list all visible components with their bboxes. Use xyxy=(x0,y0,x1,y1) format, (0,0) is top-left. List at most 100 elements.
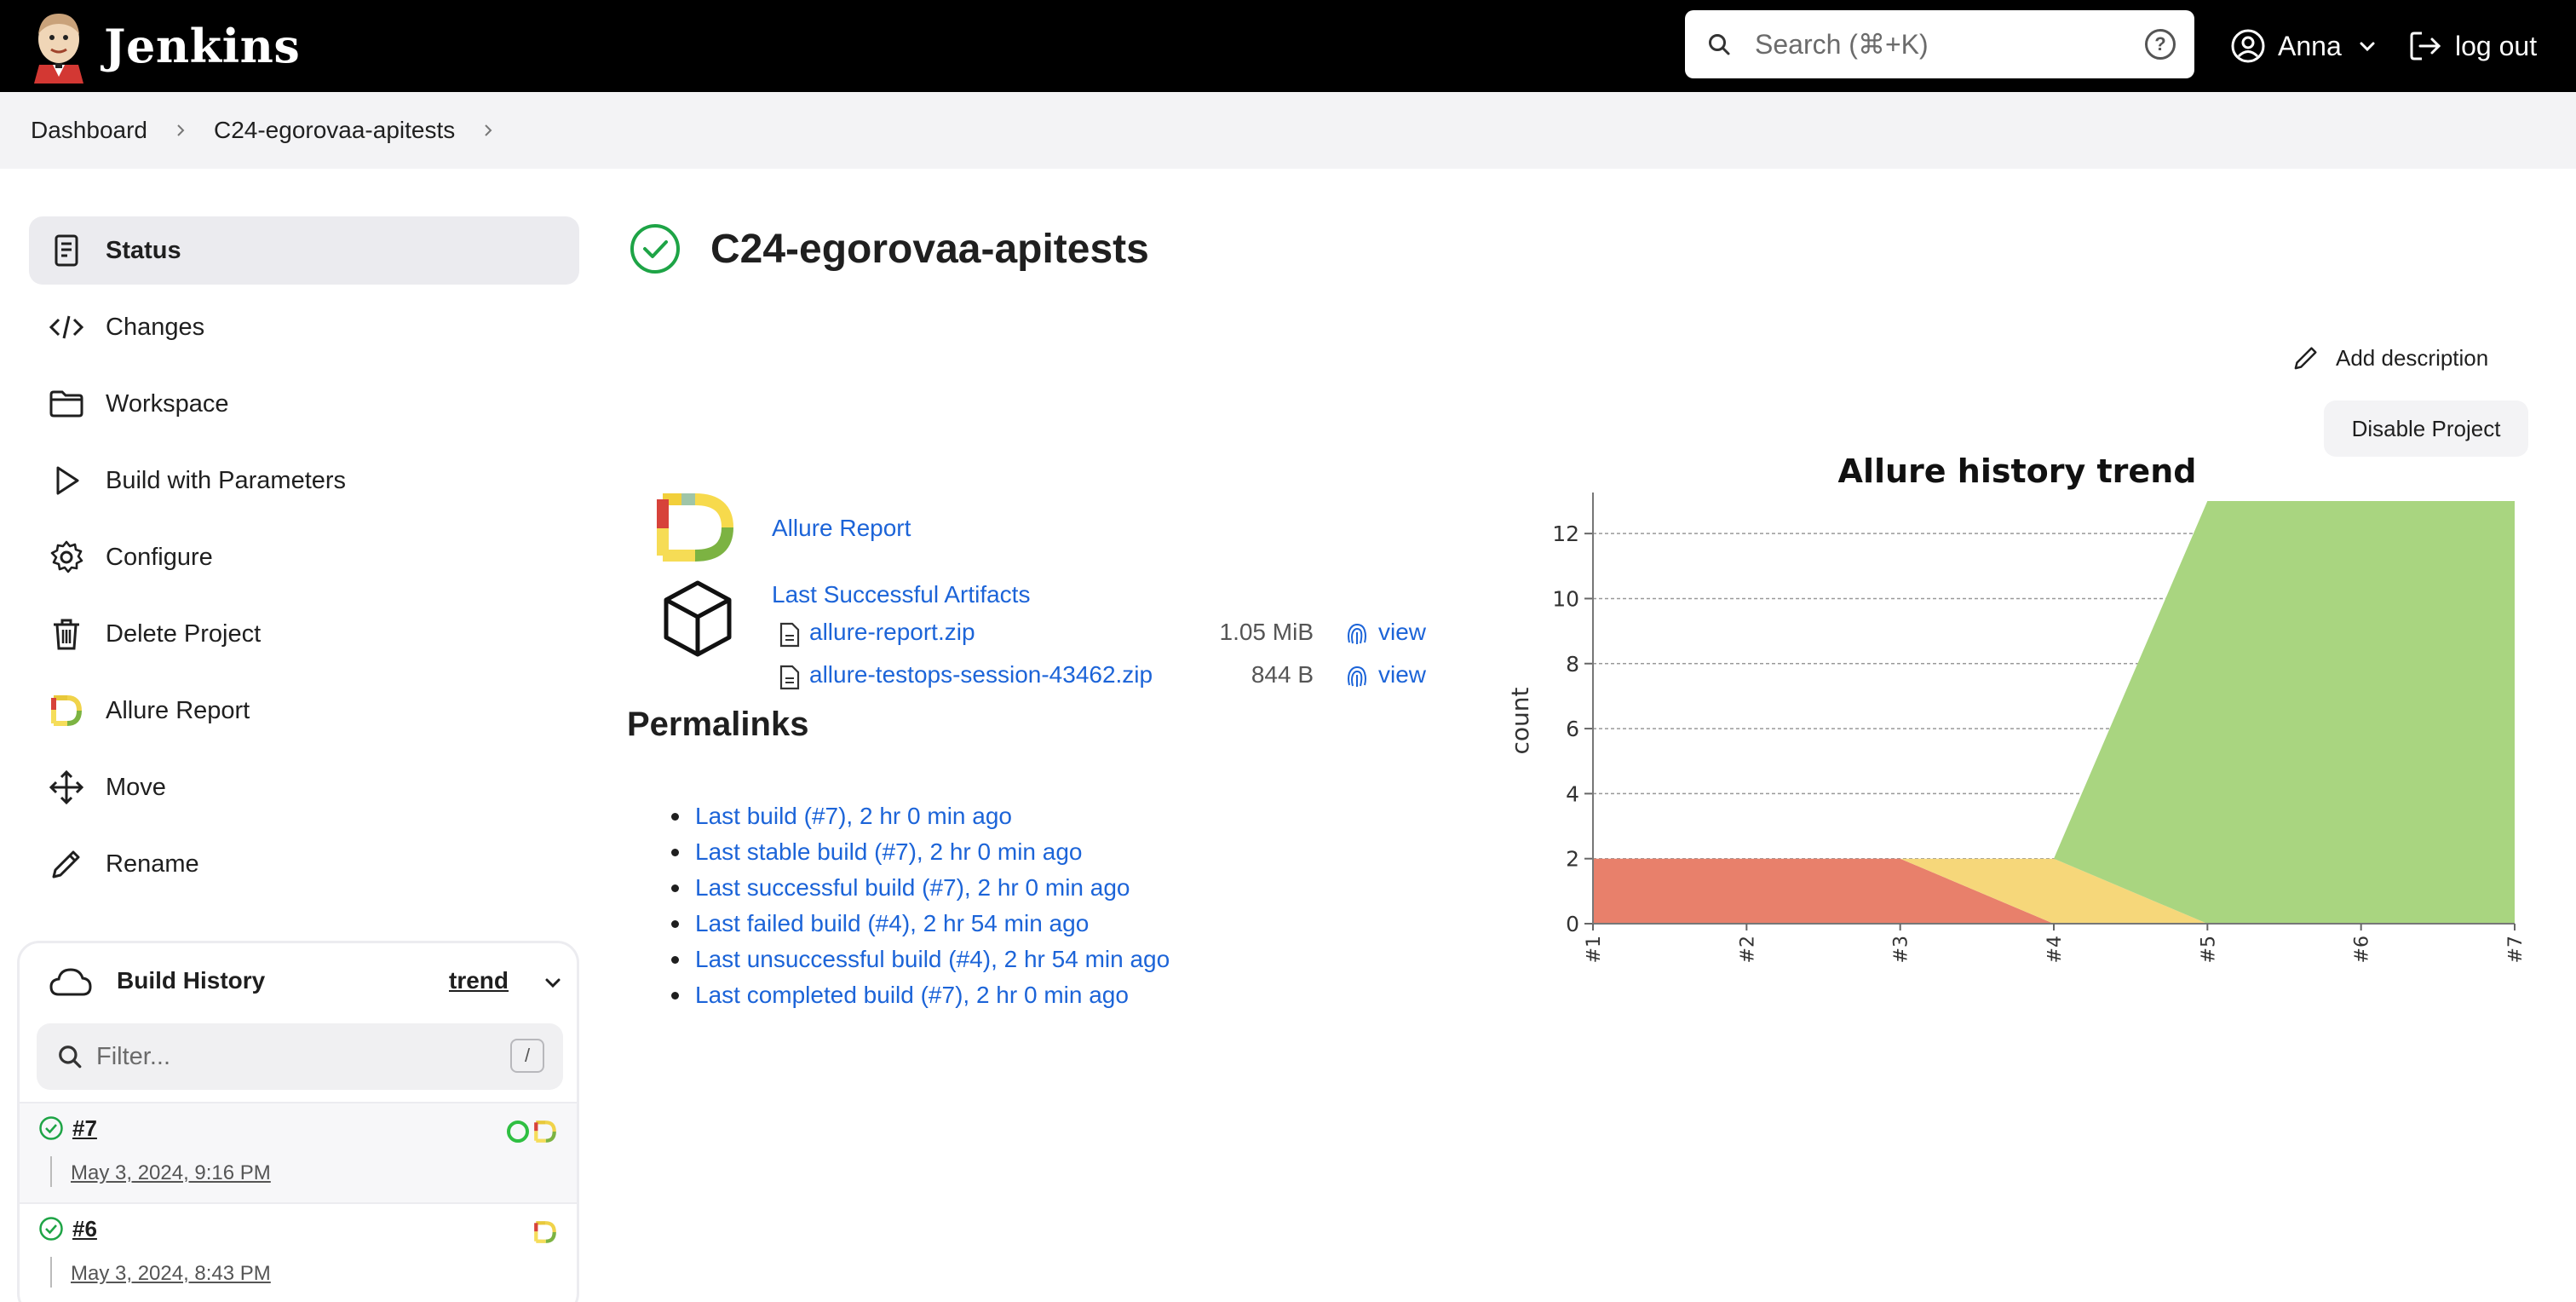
code-icon xyxy=(48,308,85,346)
chevron-right-icon[interactable] xyxy=(480,123,496,138)
build-date-link[interactable]: May 3, 2024, 8:43 PM xyxy=(71,1262,271,1285)
sidebar-item-label: Workspace xyxy=(106,389,229,418)
permalink-last-completed-build[interactable]: Last completed build (#7), 2 hr 0 min ag… xyxy=(695,982,1129,1008)
cloud-icon xyxy=(49,968,92,996)
chart-y-tick-label: 8 xyxy=(1566,652,1579,677)
sidebar-item-build-with-parameters[interactable]: Build with Parameters xyxy=(29,446,579,515)
jenkins-home-link[interactable]: Jenkins xyxy=(31,9,300,84)
trash-icon xyxy=(48,615,85,653)
allure-icon xyxy=(48,692,85,729)
allure-testops-icon[interactable] xyxy=(505,1119,531,1144)
trend-link[interactable]: trend xyxy=(449,967,509,994)
list-item: Last failed build (#4), 2 hr 54 min ago xyxy=(671,907,1170,942)
chart-area-series[interactable] xyxy=(1593,501,2515,924)
list-item: Last stable build (#7), 2 hr 0 min ago xyxy=(671,835,1170,871)
search-help-icon[interactable]: ? xyxy=(2145,29,2176,60)
build-filter-box[interactable]: / xyxy=(37,1023,563,1090)
permalink-last-unsuccessful-build[interactable]: Last unsuccessful build (#4), 2 hr 54 mi… xyxy=(695,946,1170,972)
sidebar-item-label: Changes xyxy=(106,313,205,341)
sidebar-item-delete-project[interactable]: Delete Project xyxy=(29,600,579,668)
search-icon xyxy=(1709,34,1730,55)
package-icon xyxy=(664,580,732,657)
build-badges xyxy=(532,1219,558,1245)
play-icon xyxy=(48,462,85,499)
sidebar-item-status[interactable]: Status xyxy=(29,216,579,285)
user-avatar-icon xyxy=(2231,29,2265,63)
chart-x-tick-label: #4 xyxy=(2044,936,2066,963)
build-row[interactable]: #6 May 3, 2024, 8:43 PM xyxy=(20,1202,577,1302)
chevron-right-icon xyxy=(177,124,185,136)
artifact-view-link[interactable]: view xyxy=(1378,619,1427,645)
pencil-icon xyxy=(2294,347,2317,370)
sidebar-item-changes[interactable]: Changes xyxy=(29,293,579,361)
user-menu[interactable]: Anna xyxy=(2230,24,2378,68)
logout-icon xyxy=(2410,32,2441,60)
allure-history-trend-chart[interactable]: 0 2 4 6 8 10 12 #1 #2 #3 #4 #5 #6 #7 Allure history t… xyxy=(1508,450,2530,995)
permalink-last-failed-build[interactable]: Last failed build (#4), 2 hr 54 min ago xyxy=(695,910,1090,936)
build-row[interactable]: #7 May 3, 2024, 9:16 PM xyxy=(20,1102,577,1202)
sidebar-item-label: Allure Report xyxy=(106,696,250,724)
list-item: Last completed build (#7), 2 hr 0 min ag… xyxy=(671,978,1170,1014)
chart-y-tick-label: 2 xyxy=(1566,847,1579,872)
add-description-link[interactable]: Add description xyxy=(2291,339,2488,377)
last-successful-artifacts-link[interactable]: Last Successful Artifacts xyxy=(772,581,1031,608)
page-title: C24-egorovaa-apitests xyxy=(710,226,1149,272)
permalink-last-successful-build[interactable]: Last successful build (#7), 2 hr 0 min a… xyxy=(695,874,1130,901)
permalink-last-build[interactable]: Last build (#7), 2 hr 0 min ago xyxy=(695,803,1012,829)
build-history-widget: Build History trend / #7 May 3, 2024, 9:… xyxy=(17,941,579,1302)
build-filter-input[interactable] xyxy=(96,1035,488,1078)
sidebar-item-rename[interactable]: Rename xyxy=(29,830,579,898)
jenkins-logo-icon xyxy=(34,14,83,84)
build-history-header: Build History trend xyxy=(20,943,577,1020)
build-row-divider xyxy=(50,1156,52,1187)
gear-icon xyxy=(48,539,85,576)
success-check-icon xyxy=(39,1217,63,1241)
file-icon xyxy=(779,665,800,690)
list-item: Last successful build (#7), 2 hr 0 min a… xyxy=(671,871,1170,907)
logout-link[interactable]: log out xyxy=(2407,24,2537,68)
sidebar-item-label: Delete Project xyxy=(106,619,262,648)
permalinks-heading: Permalinks xyxy=(627,706,809,743)
list-item: Last unsuccessful build (#4), 2 hr 54 mi… xyxy=(671,942,1170,978)
search-box[interactable]: ? xyxy=(1685,10,2194,78)
chevron-down-icon xyxy=(2360,42,2375,52)
build-date-link[interactable]: May 3, 2024, 9:16 PM xyxy=(71,1161,271,1184)
allure-icon[interactable] xyxy=(532,1219,558,1245)
fingerprint-icon[interactable] xyxy=(1344,663,1370,690)
sidebar-item-move[interactable]: Move xyxy=(29,753,579,821)
sidebar-item-label: Build with Parameters xyxy=(106,466,347,494)
breadcrumb-dashboard[interactable]: Dashboard xyxy=(31,117,147,143)
chart-y-tick-label: 10 xyxy=(1552,586,1579,611)
artifact-link[interactable]: allure-report.zip xyxy=(809,619,975,645)
list-item: Last build (#7), 2 hr 0 min ago xyxy=(671,799,1170,835)
fingerprint-icon[interactable] xyxy=(1344,620,1370,648)
sidebar-item-allure-report[interactable]: Allure Report xyxy=(29,677,579,745)
sidebar-item-workspace[interactable]: Workspace xyxy=(29,370,579,438)
artifact-link[interactable]: allure-testops-session-43462.zip xyxy=(809,661,1153,688)
sidebar-item-configure[interactable]: Configure xyxy=(29,523,579,591)
build-number-link[interactable]: #7 xyxy=(72,1115,97,1141)
chart-area-series[interactable] xyxy=(1593,858,2515,924)
chart-area-series[interactable] xyxy=(1593,858,2515,924)
artifact-view-link[interactable]: view xyxy=(1378,661,1427,688)
allure-report-icon[interactable] xyxy=(656,491,734,564)
breadcrumb-project[interactable]: C24-egorovaa-apitests xyxy=(213,117,456,143)
sidebar-item-label: Rename xyxy=(106,850,199,878)
artifact-size: 844 B xyxy=(1251,661,1314,688)
chart-title: Allure history trend xyxy=(1838,452,2197,490)
sidebar-item-label: Move xyxy=(106,773,166,801)
permalink-last-stable-build[interactable]: Last stable build (#7), 2 hr 0 min ago xyxy=(695,838,1083,865)
filter-shortcut-badge: / xyxy=(510,1039,544,1073)
artifact-row: allure-report.zip 1.05 MiB view xyxy=(779,617,1435,651)
search-input[interactable] xyxy=(1755,22,2113,66)
chevron-down-icon[interactable] xyxy=(543,972,563,993)
move-icon xyxy=(48,769,85,806)
allure-icon[interactable] xyxy=(532,1119,558,1144)
success-check-icon xyxy=(630,224,680,274)
permalinks-list: Last build (#7), 2 hr 0 min ago Last sta… xyxy=(671,799,1170,1014)
chart-x-tick-label: #3 xyxy=(1891,936,1912,963)
pencil-icon xyxy=(48,845,85,883)
allure-report-link[interactable]: Allure Report xyxy=(772,515,911,541)
build-number-link[interactable]: #6 xyxy=(72,1216,97,1242)
disable-project-button[interactable]: Disable Project xyxy=(2324,400,2528,457)
